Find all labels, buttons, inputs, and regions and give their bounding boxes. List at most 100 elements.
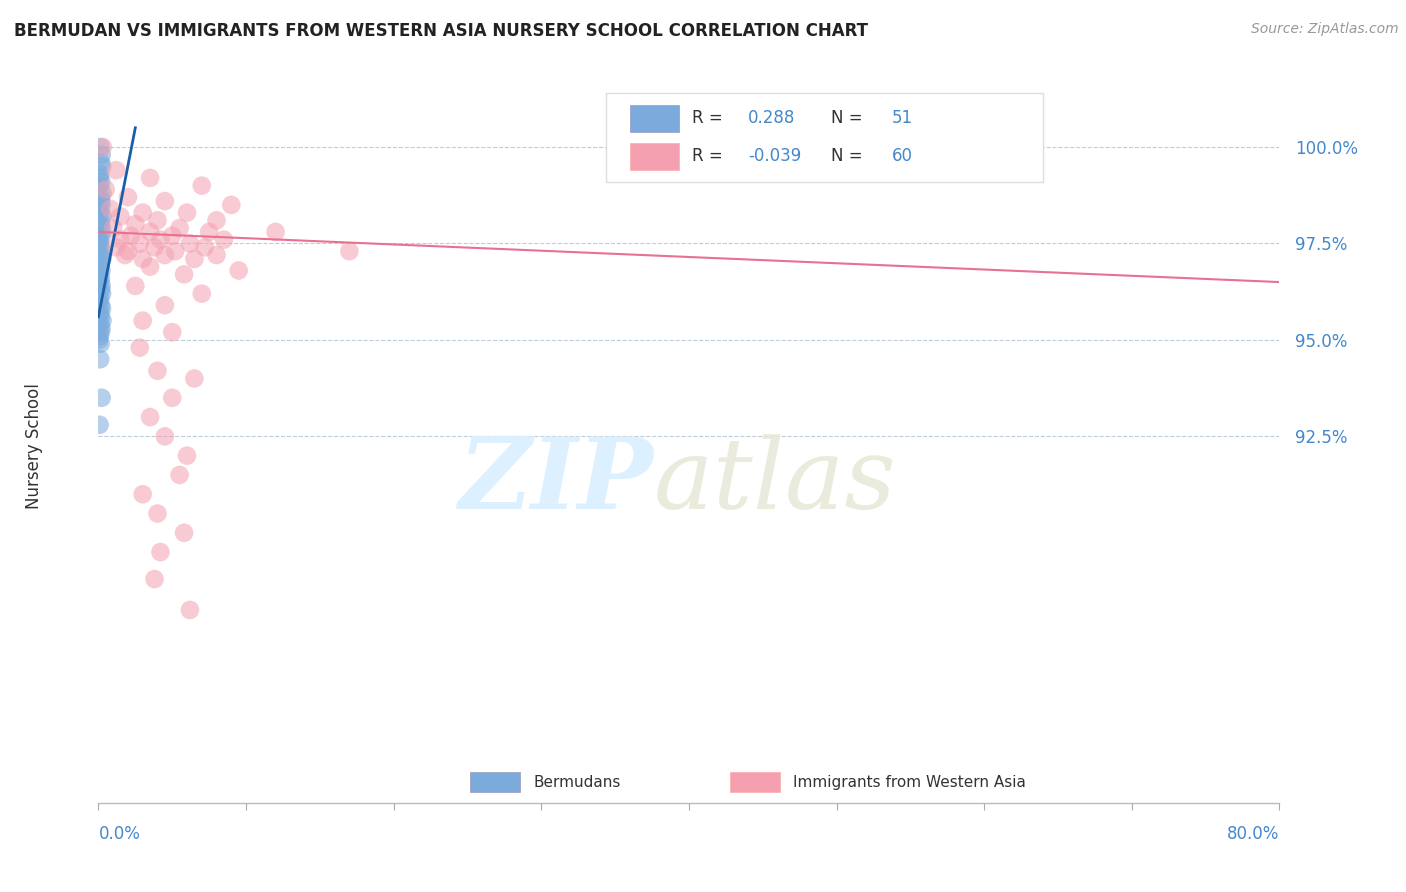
Point [219, 198, 243, 212]
Point [89, 275, 111, 289]
Point [90, 298, 112, 312]
Point [117, 190, 139, 204]
Point [89, 333, 111, 347]
Y-axis label: Nursery School: Nursery School [25, 383, 42, 509]
Point [90, 310, 112, 324]
Point [91, 159, 114, 173]
Point [179, 603, 201, 617]
Point [91, 286, 114, 301]
Point [128, 341, 150, 355]
Point [90, 271, 112, 285]
Point [128, 236, 150, 251]
Point [146, 364, 169, 378]
Point [90, 225, 112, 239]
Text: -0.039: -0.039 [748, 147, 801, 165]
Point [90, 213, 112, 227]
Point [198, 225, 221, 239]
Point [143, 240, 166, 254]
Point [89, 268, 111, 282]
Point [89, 167, 111, 181]
Point [124, 279, 146, 293]
Point [114, 248, 136, 262]
Point [90, 190, 112, 204]
Point [132, 313, 155, 327]
Point [89, 294, 111, 309]
Point [89, 291, 111, 305]
Point [191, 286, 214, 301]
Point [337, 244, 360, 259]
Point [110, 233, 132, 247]
Point [132, 487, 155, 501]
Point [90, 391, 112, 405]
Text: ZIP: ZIP [458, 434, 654, 530]
Text: BERMUDAN VS IMMIGRANTS FROM WESTERN ASIA NURSERY SCHOOL CORRELATION CHART: BERMUDAN VS IMMIGRANTS FROM WESTERN ASIA… [14, 22, 868, 40]
Text: N =: N = [831, 147, 868, 165]
Text: Source: ZipAtlas.com: Source: ZipAtlas.com [1251, 22, 1399, 37]
Point [90, 283, 112, 297]
Point [90, 155, 112, 169]
Text: 51: 51 [891, 110, 914, 128]
Point [90, 228, 112, 243]
FancyBboxPatch shape [471, 772, 520, 792]
Point [89, 329, 111, 343]
Point [90, 140, 112, 154]
Point [139, 170, 162, 185]
FancyBboxPatch shape [630, 143, 679, 169]
Point [120, 228, 142, 243]
Point [90, 336, 112, 351]
Point [146, 507, 169, 521]
Point [194, 240, 217, 254]
Point [91, 252, 114, 266]
Point [117, 244, 139, 259]
Point [176, 449, 198, 463]
Point [98, 202, 121, 216]
Point [264, 225, 287, 239]
Point [89, 352, 111, 367]
Point [139, 410, 162, 425]
Point [91, 313, 114, 327]
Point [143, 572, 166, 586]
Text: N =: N = [831, 110, 868, 128]
Point [176, 205, 198, 219]
Point [105, 240, 128, 254]
Text: 80.0%: 80.0% [1227, 825, 1279, 843]
Point [212, 233, 235, 247]
Point [90, 279, 112, 293]
Point [90, 325, 112, 339]
Point [139, 225, 162, 239]
Point [91, 210, 114, 224]
Point [89, 178, 111, 193]
Point [153, 298, 176, 312]
FancyBboxPatch shape [606, 93, 1043, 182]
Point [91, 221, 114, 235]
Text: 0.0%: 0.0% [98, 825, 141, 843]
Point [191, 178, 214, 193]
Point [228, 263, 250, 277]
Point [103, 221, 125, 235]
Point [91, 140, 114, 154]
Text: R =: R = [693, 147, 728, 165]
Point [89, 233, 111, 247]
Point [90, 240, 112, 254]
Point [89, 417, 111, 432]
Point [149, 233, 172, 247]
Text: R =: R = [693, 110, 728, 128]
Point [173, 268, 195, 282]
Point [162, 391, 183, 405]
Point [205, 213, 228, 227]
FancyBboxPatch shape [730, 772, 780, 792]
Point [179, 236, 201, 251]
Point [90, 148, 112, 162]
Point [169, 221, 191, 235]
Text: 0.288: 0.288 [748, 110, 796, 128]
Point [91, 301, 114, 316]
Point [153, 194, 176, 208]
Point [183, 252, 205, 266]
Point [90, 198, 112, 212]
Point [149, 545, 172, 559]
Point [90, 244, 112, 259]
Point [90, 263, 112, 277]
Point [162, 228, 183, 243]
Point [165, 244, 187, 259]
Point [169, 467, 191, 482]
